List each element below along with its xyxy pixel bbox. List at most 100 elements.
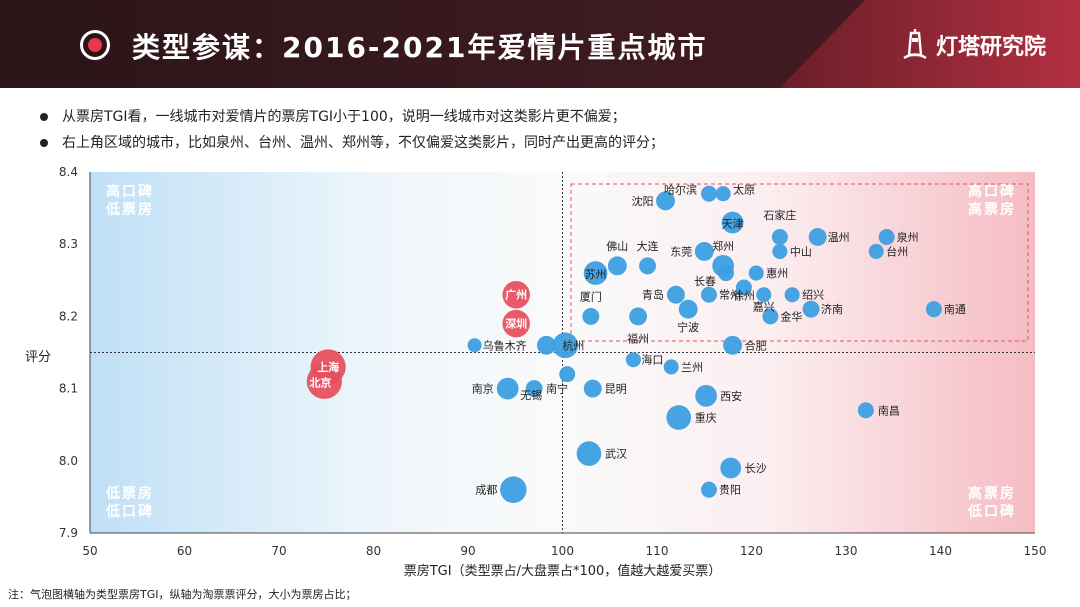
bubble-label: 西安 <box>720 389 742 403</box>
quadrant-label-top-left: 高口碑 <box>106 183 154 200</box>
y-tick-label: 8.3 <box>59 237 78 251</box>
bubble-42 <box>720 457 742 479</box>
bubble-label: 成都 <box>475 484 497 497</box>
bubble-31 <box>552 332 579 359</box>
x-tick-label: 80 <box>366 544 381 558</box>
bubble-22 <box>678 299 698 319</box>
bubble-label: 哈尔滨 <box>664 183 697 197</box>
bubble-39 <box>857 402 874 419</box>
x-tick-labels: 50 60 70 80 90 100 110 120 130 140 150 <box>82 544 1046 558</box>
lighthouse-icon <box>903 29 927 60</box>
bubble-34 <box>559 366 576 383</box>
x-tick-label: 110 <box>646 544 669 558</box>
bubble-43 <box>500 476 527 503</box>
y-tick-label: 7.9 <box>59 526 78 540</box>
bubble-label: 杭州 <box>562 338 584 352</box>
bubble-label: 天津 <box>722 218 744 231</box>
bubble-45 <box>502 280 530 309</box>
quadrant-label-top-left: 低票房 <box>105 201 154 218</box>
bubble-33 <box>663 359 679 375</box>
target-icon <box>80 30 110 60</box>
bubble-10 <box>694 241 714 261</box>
bubble-27 <box>762 308 779 325</box>
x-axis-title: 票房TGI（类型票占/大盘票占*100，值越大越爱买票） <box>404 563 722 579</box>
bubble-15 <box>717 265 734 282</box>
x-tick-label: 70 <box>271 544 286 558</box>
bubble-label: 泉州 <box>897 230 919 244</box>
bubble-label: 深圳 <box>505 317 527 331</box>
bubble-20 <box>784 287 800 303</box>
bubble-label: 南昌 <box>878 404 900 417</box>
brand-logo: 灯塔研究院 <box>900 28 1046 62</box>
bullet-item-1: 从票房TGI看，一线城市对爱情片的票房TGI小于100，说明一线城市对这类影片更… <box>40 104 664 130</box>
bubble-label: 青岛 <box>642 288 664 302</box>
x-tick-label: 140 <box>929 544 952 558</box>
bullet-text-1: 从票房TGI看，一线城市对爱情片的票房TGI小于100，说明一线城市对这类影片更… <box>62 109 626 125</box>
bubble-40 <box>666 405 692 430</box>
bubble-6 <box>808 228 827 246</box>
bubble-label: 佛山 <box>606 240 628 253</box>
bubble-label: 太原 <box>733 184 755 197</box>
bubble-label: 福州 <box>627 331 649 345</box>
bubble-label: 武汉 <box>605 448 627 461</box>
bubble-29 <box>467 338 482 353</box>
y-tick-label: 8.2 <box>59 309 78 323</box>
bubble-36 <box>525 380 543 398</box>
bullet-list: 从票房TGI看，一线城市对爱情片的票房TGI小于100，说明一线城市对这类影片更… <box>40 104 664 156</box>
bubble-17 <box>666 285 685 304</box>
bubble-label: 海口 <box>641 353 663 367</box>
quadrant-label-bottom-right: 低口碑 <box>967 503 1016 520</box>
bubble-label: 重庆 <box>695 410 717 424</box>
bullet-dot-icon <box>40 113 48 121</box>
bubble-label: 苏州 <box>585 268 607 281</box>
bubble-label: 合肥 <box>745 338 767 352</box>
bubble-label: 温州 <box>828 231 850 244</box>
x-tick-label: 90 <box>460 544 475 558</box>
bubble-label: 常州 <box>719 289 741 302</box>
bubble-label: 贵阳 <box>719 484 741 497</box>
bubble-37 <box>583 379 602 398</box>
bubble-35 <box>496 377 519 400</box>
bubble-1 <box>700 185 717 202</box>
bubble-48 <box>306 363 342 399</box>
bubble-9 <box>639 257 657 275</box>
bubble-28 <box>723 335 743 355</box>
bubble-label: 大连 <box>637 239 659 253</box>
bubble-30 <box>536 335 556 355</box>
bubble-12 <box>772 243 788 259</box>
bubble-46 <box>502 309 530 338</box>
highlight-zone <box>570 183 1029 342</box>
y-axis-title: 评分 <box>25 350 51 365</box>
bubble-label: 徐州 <box>733 289 755 303</box>
bubble-chart: 50 60 70 80 90 100 110 120 130 140 150 7.9 8.0 8.1 8.… <box>25 165 1046 579</box>
bubble-8 <box>607 256 627 276</box>
bubble-label: 长沙 <box>745 462 767 475</box>
bubble-label: 乌鲁木齐 <box>483 338 527 352</box>
bubble-label: 嘉兴 <box>753 300 775 314</box>
footnote: 注：气泡图横轴为类型票房TGI，纵轴为淘票票评分，大小为票房占比； <box>8 588 357 601</box>
bubble-label: 中山 <box>790 245 812 258</box>
bubble-23 <box>802 300 820 318</box>
bubble-7 <box>878 228 895 245</box>
bubble-26 <box>629 307 648 326</box>
header-bar: 类型参谋：2016-2021年爱情片重点城市 灯塔研究院 <box>0 0 1080 88</box>
bubble-4 <box>721 211 744 234</box>
bubble-19 <box>735 279 752 296</box>
bubble-21 <box>756 287 772 303</box>
bubble-label: 济南 <box>821 302 843 316</box>
bubble-label: 昆明 <box>605 383 627 396</box>
quadrant-label-top-right: 高票房 <box>968 201 1016 218</box>
bubble-label: 无锡 <box>520 388 542 402</box>
quadrant-label-bottom-left: 低口碑 <box>105 503 154 520</box>
bubble-label: 台州 <box>886 244 908 258</box>
y-tick-label: 8.0 <box>59 454 78 468</box>
bubble-label: 长春 <box>694 275 716 288</box>
bullet-dot-icon <box>40 139 48 147</box>
bullet-text-2: 右上角区域的城市，比如泉州、台州、温州、郑州等，不仅偏爱这类影片，同时产出更高的… <box>62 135 664 151</box>
x-tick-label: 130 <box>835 544 858 558</box>
bubble-label: 绍兴 <box>802 288 824 302</box>
bubble-label: 南宁 <box>546 382 568 396</box>
